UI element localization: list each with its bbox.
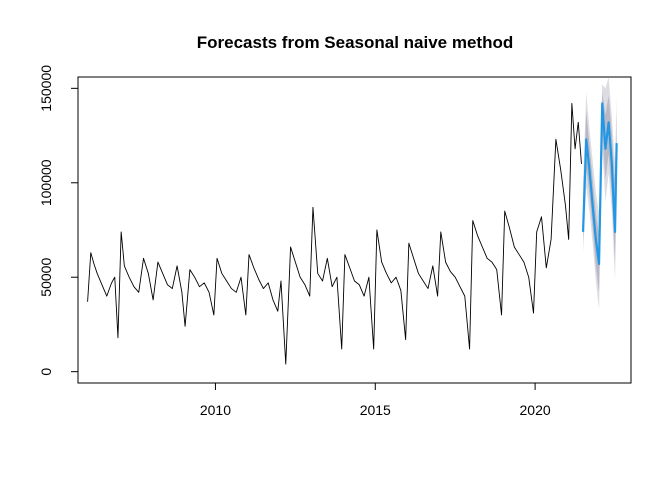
series-layer <box>87 102 618 365</box>
y-tick-label: 50000 <box>38 258 54 297</box>
axis-layer: 2010 2015 2020 0 50000 100000 150000 <box>38 65 551 418</box>
x-tick-label: 2015 <box>360 402 391 418</box>
forecast-series-line <box>581 102 618 266</box>
interval-80-band <box>583 92 617 293</box>
y-tick-label: 0 <box>38 368 54 376</box>
x-tick-label: 2020 <box>520 402 551 418</box>
x-tick-label: 2010 <box>200 402 231 418</box>
y-tick-label: 150000 <box>38 65 54 112</box>
history-series-line <box>87 102 582 365</box>
chart-title: Forecasts from Seasonal naive method <box>197 33 514 52</box>
plot-frame <box>77 76 632 384</box>
y-tick-label: 100000 <box>38 159 54 206</box>
